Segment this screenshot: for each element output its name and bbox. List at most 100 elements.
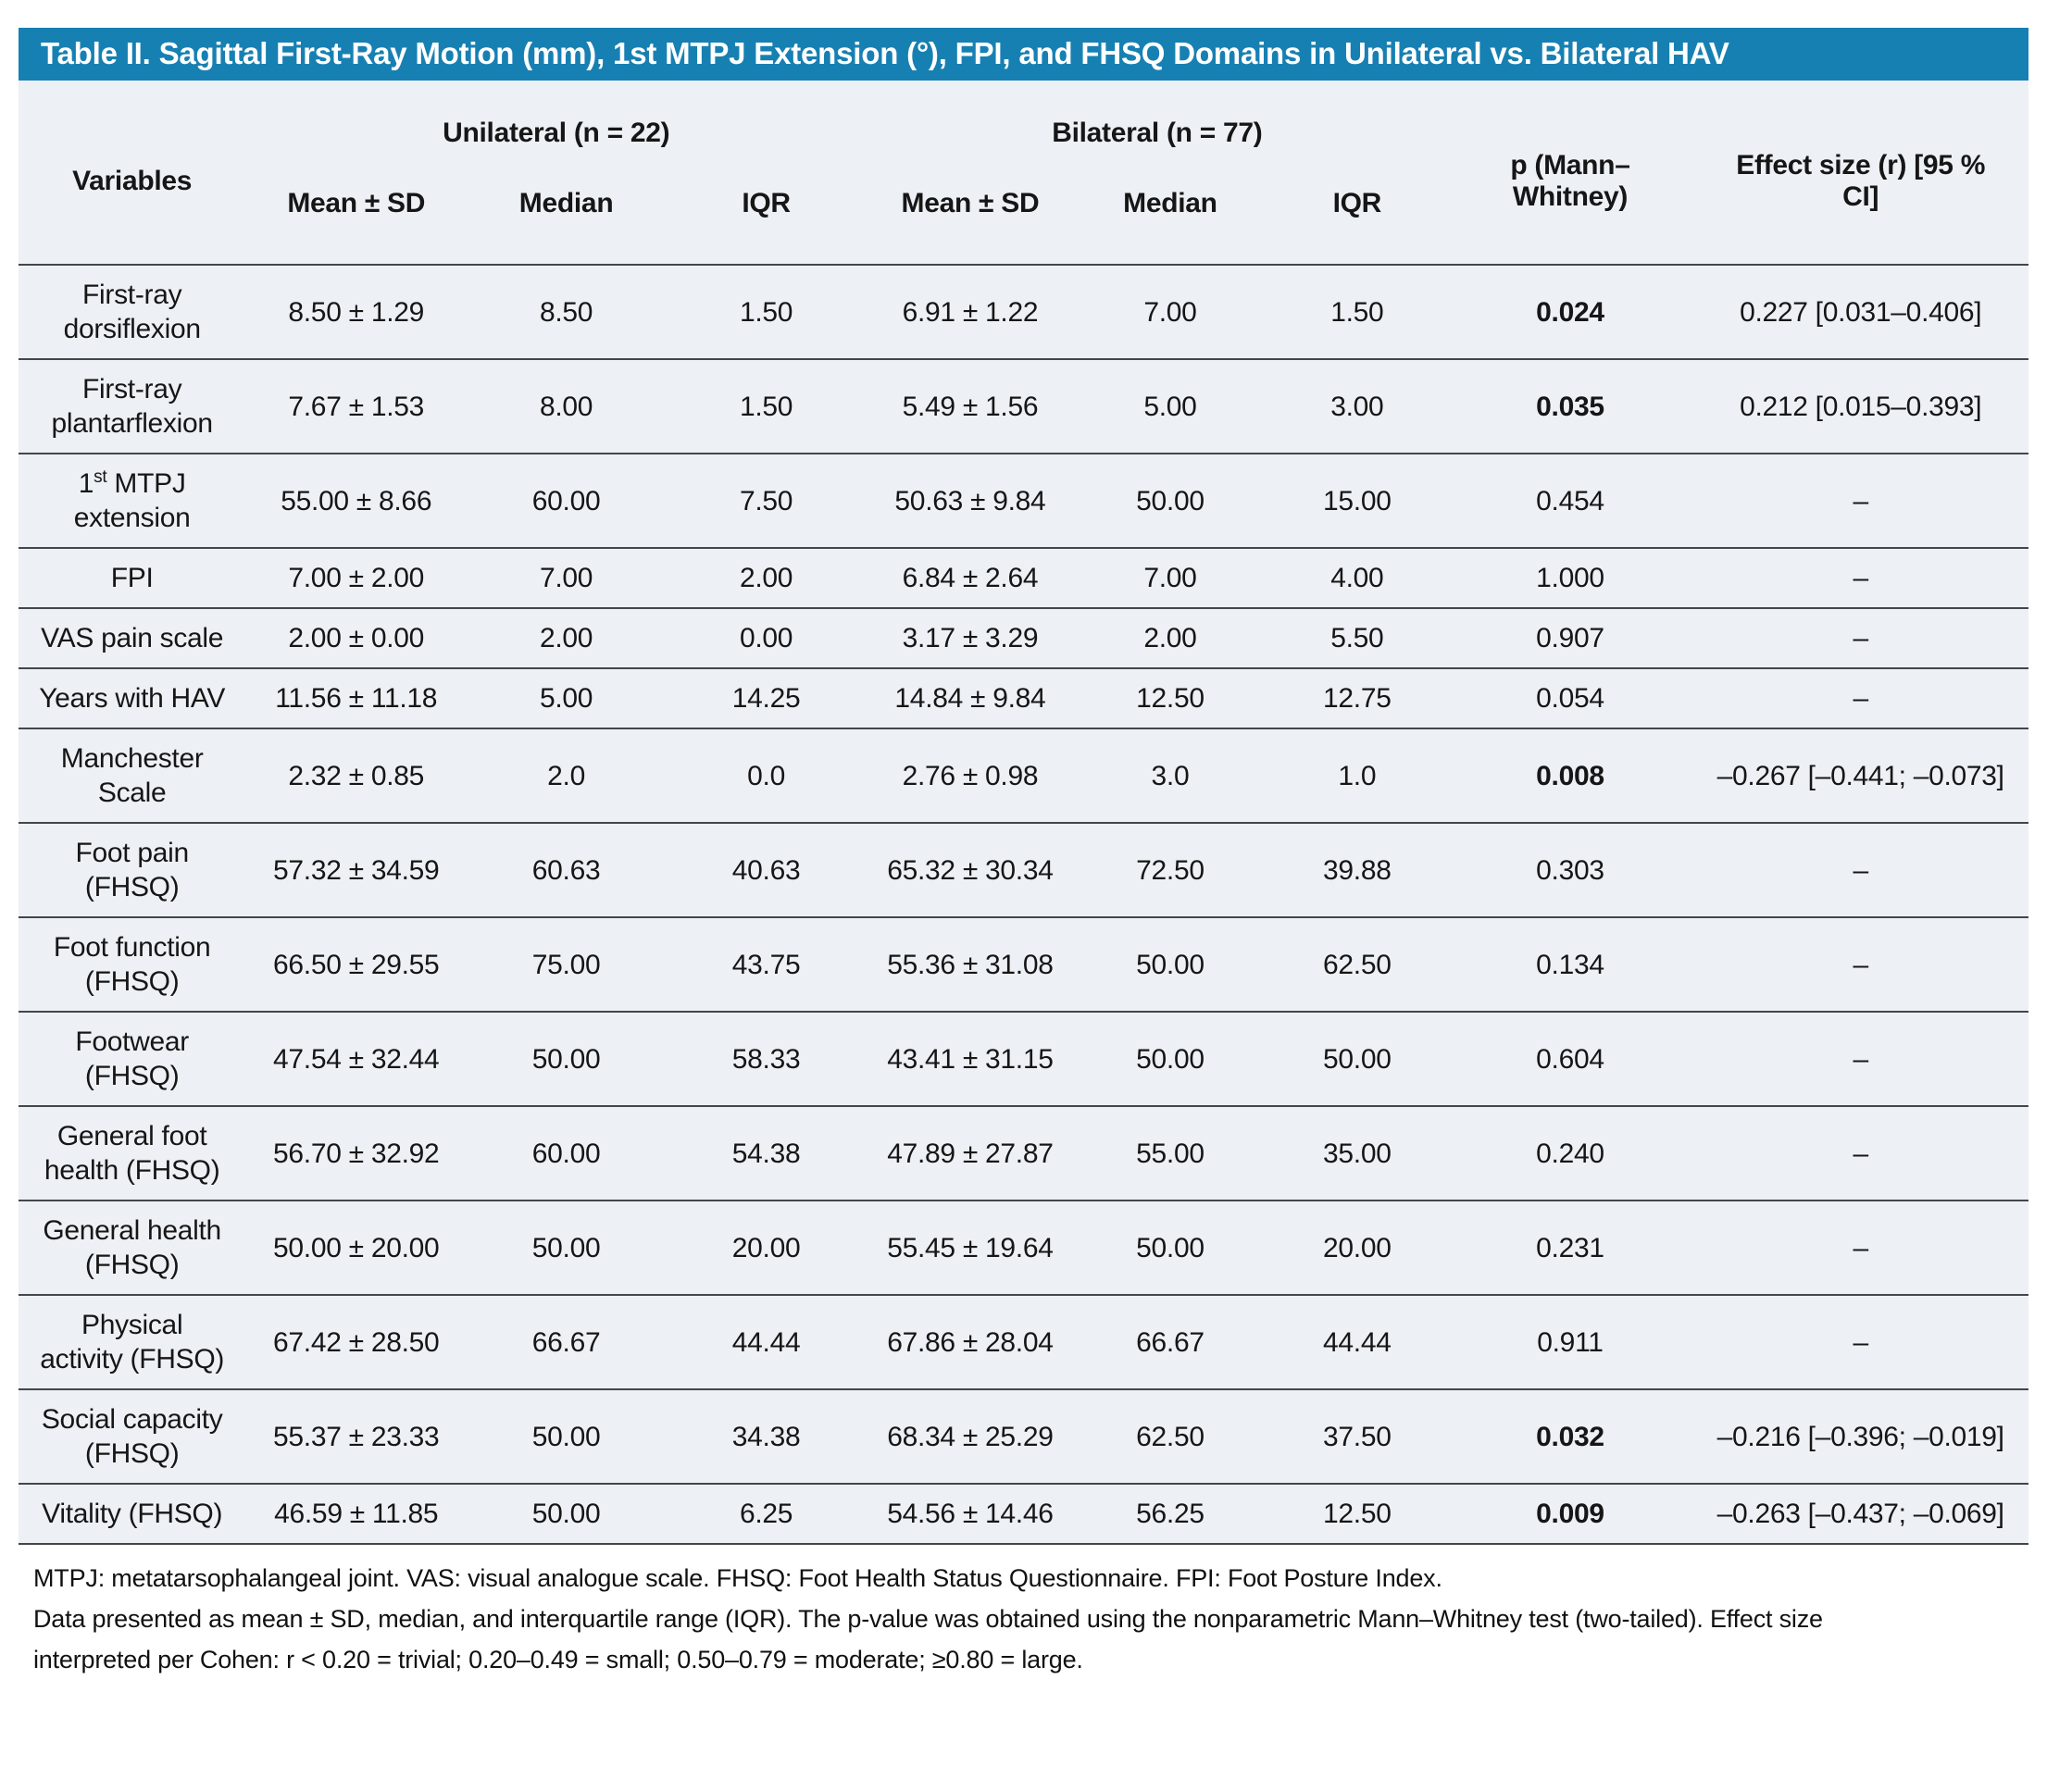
- table-row: Physical activity (FHSQ) 67.42 ± 28.50 66.…: [19, 1295, 2028, 1390]
- bil-iqr-cell: 20.00: [1267, 1201, 1448, 1296]
- uni-iqr-cell: 40.63: [666, 823, 867, 918]
- table-row: Manchester Scale 2.32 ± 0.85 2.0 0.0 2.76 ± …: [19, 728, 2028, 824]
- p-value-cell: 0.907: [1447, 608, 1693, 669]
- table-row: Footwear (FHSQ) 47.54 ± 32.44 50.00 58.33 43…: [19, 1012, 2028, 1107]
- effect-size-cell: –: [1692, 917, 2028, 1013]
- uni-median-cell: 2.0: [467, 728, 667, 824]
- bil-mean-sd-cell: 6.84 ± 2.64: [867, 548, 1074, 609]
- p-value-cell: 1.000: [1447, 548, 1693, 609]
- uni-iqr-cell: 0.0: [666, 728, 867, 824]
- uni-iqr-cell: 6.25: [666, 1484, 867, 1545]
- bil-iqr-cell: 12.75: [1267, 668, 1448, 729]
- results-table: Variables Unilateral (n = 22) Bilateral …: [19, 81, 2028, 1545]
- bil-mean-sd-cell: 68.34 ± 25.29: [867, 1389, 1074, 1485]
- bil-median-cell: 50.00: [1073, 1012, 1267, 1107]
- uni-mean-sd-cell: 50.00 ± 20.00: [245, 1201, 468, 1296]
- uni-median-cell: 75.00: [467, 917, 667, 1013]
- uni-median-cell: 5.00: [467, 668, 667, 729]
- bil-median-cell: 2.00: [1073, 608, 1267, 669]
- uni-mean-sd-cell: 46.59 ± 11.85: [245, 1484, 468, 1545]
- bil-iqr-cell: 62.50: [1267, 917, 1448, 1013]
- variable-cell: Foot function (FHSQ): [19, 917, 246, 1013]
- bil-mean-sd-cell: 54.56 ± 14.46: [867, 1484, 1074, 1545]
- bil-median-cell: 55.00: [1073, 1106, 1267, 1201]
- bil-mean-sd-cell: 3.17 ± 3.29: [867, 608, 1074, 669]
- p-value-cell: 0.009: [1447, 1484, 1693, 1545]
- uni-mean-sd-cell: 56.70 ± 32.92: [245, 1106, 468, 1201]
- bil-iqr-cell: 3.00: [1267, 359, 1448, 454]
- bil-iqr-cell: 12.50: [1267, 1484, 1448, 1545]
- p-value-cell: 0.604: [1447, 1012, 1693, 1107]
- header-group-bilateral: Bilateral (n = 77): [1052, 118, 1263, 148]
- p-value-cell: 0.911: [1447, 1295, 1693, 1390]
- p-value-cell: 0.134: [1447, 917, 1693, 1013]
- p-value-cell: 0.240: [1447, 1106, 1693, 1201]
- uni-mean-sd-cell: 11.56 ± 11.18: [245, 668, 468, 729]
- table-title: Table II. Sagittal First-Ray Motion (mm)…: [19, 28, 2028, 81]
- bil-iqr-cell: 5.50: [1267, 608, 1448, 669]
- uni-mean-sd-cell: 2.00 ± 0.00: [245, 608, 468, 669]
- uni-iqr-cell: 1.50: [666, 359, 867, 454]
- table-row: FPI 7.00 ± 2.00 7.00 2.00 6.84 ± 2.64 7.00 4.0…: [19, 548, 2028, 609]
- effect-size-cell: –: [1692, 454, 2028, 549]
- effect-size-cell: –: [1692, 608, 2028, 669]
- uni-median-cell: 50.00: [467, 1201, 667, 1296]
- uni-iqr-cell: 58.33: [666, 1012, 867, 1107]
- uni-mean-sd-cell: 2.32 ± 0.85: [245, 728, 468, 824]
- uni-median-cell: 2.00: [467, 608, 667, 669]
- bil-iqr-cell: 1.0: [1267, 728, 1448, 824]
- table-row: Vitality (FHSQ) 46.59 ± 11.85 50.00 6.25 54.…: [19, 1484, 2028, 1545]
- bil-median-cell: 56.25: [1073, 1484, 1267, 1545]
- bil-median-cell: 7.00: [1073, 548, 1267, 609]
- header-sub-row: Mean ± SD Median IQR Mean ± SD Median IQ…: [19, 168, 2028, 266]
- bil-mean-sd-cell: 5.49 ± 1.56: [867, 359, 1074, 454]
- table-row: Years with HAV 11.56 ± 11.18 5.00 14.25 14.8…: [19, 668, 2028, 729]
- p-value-cell: 0.303: [1447, 823, 1693, 918]
- effect-size-cell: –: [1692, 1295, 2028, 1390]
- bil-median-cell: 50.00: [1073, 917, 1267, 1013]
- document-page: Table II. Sagittal First-Ray Motion (mm)…: [19, 28, 2028, 1673]
- p-value-cell: 0.454: [1447, 454, 1693, 549]
- p-value-cell: 0.231: [1447, 1201, 1693, 1296]
- bil-mean-sd-cell: 47.89 ± 27.87: [867, 1106, 1074, 1201]
- table-row: Foot function (FHSQ) 66.50 ± 29.55 75.00 43…: [19, 917, 2028, 1013]
- uni-mean-sd-cell: 7.00 ± 2.00: [245, 548, 468, 609]
- bil-mean-sd-cell: 55.36 ± 31.08: [867, 917, 1074, 1013]
- bil-iqr-cell: 44.44: [1267, 1295, 1448, 1390]
- bil-iqr-cell: 50.00: [1267, 1012, 1448, 1107]
- bil-mean-sd-cell: 65.32 ± 30.34: [867, 823, 1074, 918]
- header-uni-iqr: IQR: [666, 168, 867, 266]
- header-group-unilateral: Unilateral (n = 22): [443, 118, 670, 148]
- bil-median-cell: 5.00: [1073, 359, 1267, 454]
- effect-size-cell: –: [1692, 1201, 2028, 1296]
- uni-mean-sd-cell: 7.67 ± 1.53: [245, 359, 468, 454]
- bil-mean-sd-cell: 50.63 ± 9.84: [867, 454, 1074, 549]
- uni-mean-sd-cell: 8.50 ± 1.29: [245, 265, 468, 360]
- uni-iqr-cell: 44.44: [666, 1295, 867, 1390]
- uni-median-cell: 60.00: [467, 454, 667, 549]
- variable-cell: Footwear (FHSQ): [19, 1012, 246, 1107]
- uni-median-cell: 8.50: [467, 265, 667, 360]
- header-variables: Variables: [19, 81, 246, 266]
- effect-size-cell: –: [1692, 1012, 2028, 1107]
- effect-size-cell: –: [1692, 1106, 2028, 1201]
- uni-iqr-cell: 20.00: [666, 1201, 867, 1296]
- effect-size-cell: –0.267 [–0.441; –0.073]: [1692, 728, 2028, 824]
- table-ii-card: Table II. Sagittal First-Ray Motion (mm)…: [19, 28, 2028, 1545]
- uni-median-cell: 50.00: [467, 1012, 667, 1107]
- bil-mean-sd-cell: 55.45 ± 19.64: [867, 1201, 1074, 1296]
- table-row: General foot health (FHSQ) 56.70 ± 32.92 6…: [19, 1106, 2028, 1201]
- footnote-line: MTPJ: metatarsophalangeal joint. VAS: vi…: [33, 1564, 1442, 1592]
- bil-iqr-cell: 15.00: [1267, 454, 1448, 549]
- variable-cell: Foot pain (FHSQ): [19, 823, 246, 918]
- p-value-cell: 0.024: [1447, 265, 1693, 360]
- effect-size-cell: –: [1692, 548, 2028, 609]
- uni-mean-sd-cell: 55.00 ± 8.66: [245, 454, 468, 549]
- uni-median-cell: 60.00: [467, 1106, 667, 1201]
- variable-cell: Social capacity (FHSQ): [19, 1389, 246, 1485]
- p-value-cell: 0.008: [1447, 728, 1693, 824]
- variable-cell: Vitality (FHSQ): [19, 1484, 246, 1545]
- header-group-row: Variables Unilateral (n = 22) Bilateral …: [19, 81, 2028, 266]
- variable-cell: General health (FHSQ): [19, 1201, 246, 1296]
- footnote-line: Data presented as mean ± SD, median, and…: [33, 1605, 1823, 1673]
